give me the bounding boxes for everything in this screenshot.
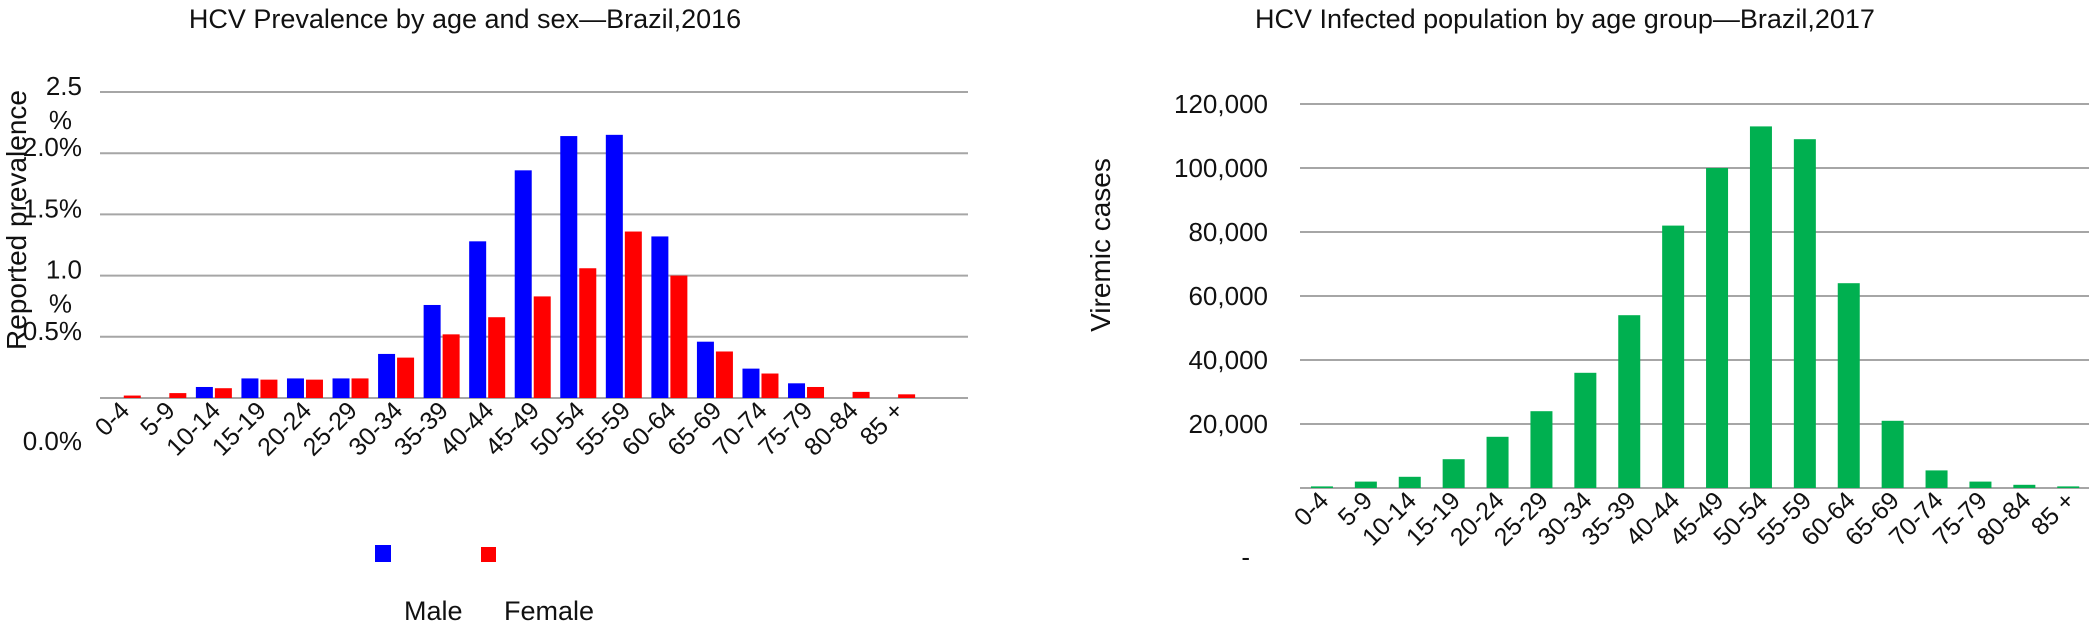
bar-male-75-79 [788, 383, 806, 398]
bar-viremic-45-49 [1706, 168, 1729, 488]
chart2-x-tick-label: 85 + [2026, 486, 2081, 541]
bar-male-35-39 [423, 304, 441, 398]
bar-male-50-54 [560, 136, 578, 398]
bar-viremic-50-54 [1749, 126, 1772, 489]
bar-viremic-40-44 [1662, 225, 1685, 488]
bar-male-65-69 [696, 341, 714, 398]
chart1-y-tick-label: 0.5% [23, 316, 82, 346]
bar-male-10-14 [195, 386, 213, 398]
bar-female-75-79 [807, 386, 825, 398]
bar-viremic-5-9 [1354, 481, 1377, 488]
legend-label-male: Male [404, 596, 463, 626]
bar-viremic-80-84 [2013, 484, 2036, 488]
chart1-y-tick-label-suffix: % [49, 105, 72, 135]
bar-male-45-49 [514, 170, 532, 398]
chart2-x-tick-label: 0-4 [1289, 486, 1334, 531]
legend-swatch-male [375, 545, 391, 562]
chart1-y-tick-label: 0.0% [23, 426, 82, 456]
chart2-y-axis-label: Viremic cases [1085, 158, 1116, 332]
chart1-y-tick-label-suffix: % [49, 289, 72, 319]
chart2-y-tick-label: 80,000 [1188, 217, 1268, 247]
bar-female-65-69 [715, 351, 733, 398]
bar-female-85-plus [898, 394, 916, 398]
legend-label-female: Female [504, 596, 594, 626]
chart1-y-tick-label: 1.0 [46, 255, 82, 285]
chart1-legend: Male Female [375, 545, 594, 626]
bar-viremic-10-14 [1398, 476, 1421, 488]
chart1-x-tick-label: 85 + [855, 396, 910, 451]
chart2-y-tick-label: 60,000 [1188, 281, 1268, 311]
bar-viremic-0-4 [1310, 486, 1333, 488]
bar-viremic-35-39 [1618, 315, 1641, 488]
bar-female-60-64 [670, 275, 688, 398]
bar-female-40-44 [488, 317, 506, 398]
chart2-y-tick-label: - [1241, 542, 1250, 572]
chart2-y-tick-label: 100,000 [1174, 153, 1268, 183]
bar-male-15-19 [241, 378, 259, 398]
bar-female-10-14 [214, 388, 232, 398]
bar-viremic-75-79 [1969, 481, 1992, 488]
bar-male-25-29 [332, 378, 350, 398]
chart1-title: HCV Prevalence by age and sex—Brazil,201… [189, 4, 741, 34]
bar-male-70-74 [742, 368, 760, 398]
chart1-x-tick-label: 80-84 [799, 396, 864, 461]
bar-viremic-65-69 [1881, 420, 1904, 488]
chart2-title: HCV Infected population by age group—Bra… [1255, 4, 1875, 34]
bar-viremic-85-plus [2057, 486, 2080, 488]
bar-female-80-84 [852, 391, 870, 398]
bar-viremic-55-59 [1793, 139, 1816, 488]
viremic-cases-chart: HCV Infected population by age group—Bra… [1085, 4, 2089, 572]
bar-female-0-4 [123, 395, 141, 398]
bar-viremic-15-19 [1442, 459, 1465, 488]
bar-female-30-34 [397, 357, 415, 398]
bar-viremic-30-34 [1574, 372, 1597, 488]
bar-female-55-59 [624, 231, 642, 398]
chart1-y-tick-label: 2.5 [46, 71, 82, 101]
bar-female-5-9 [169, 393, 187, 398]
bar-viremic-20-24 [1486, 436, 1509, 488]
legend-swatch-female [481, 547, 496, 562]
chart1-y-tick-label: 2.0% [23, 132, 82, 162]
bar-female-20-24 [305, 379, 323, 398]
bar-viremic-25-29 [1530, 411, 1553, 488]
bar-female-15-19 [260, 379, 278, 398]
chart2-y-tick-label: 20,000 [1188, 409, 1268, 439]
chart1-y-tick-label: 1.5% [23, 193, 82, 223]
bar-viremic-70-74 [1925, 470, 1948, 488]
bar-female-35-39 [442, 334, 460, 398]
bar-female-25-29 [351, 378, 369, 398]
bar-viremic-60-64 [1837, 283, 1860, 488]
chart1-x-tick-label: 0-4 [90, 396, 135, 441]
bar-female-50-54 [579, 268, 597, 398]
bar-female-45-49 [533, 296, 551, 398]
prevalence-chart: HCV Prevalence by age and sex—Brazil,201… [1, 4, 968, 626]
bar-male-30-34 [378, 353, 396, 398]
chart2-y-tick-label: 120,000 [1174, 89, 1268, 119]
bar-male-60-64 [651, 236, 669, 398]
bar-male-40-44 [469, 241, 487, 398]
bar-female-70-74 [761, 373, 779, 398]
bar-male-20-24 [286, 378, 304, 398]
bar-male-55-59 [605, 134, 623, 398]
chart2-y-tick-label: 40,000 [1188, 345, 1268, 375]
chart1-y-axis-label: Reported prevalence [1, 90, 32, 350]
